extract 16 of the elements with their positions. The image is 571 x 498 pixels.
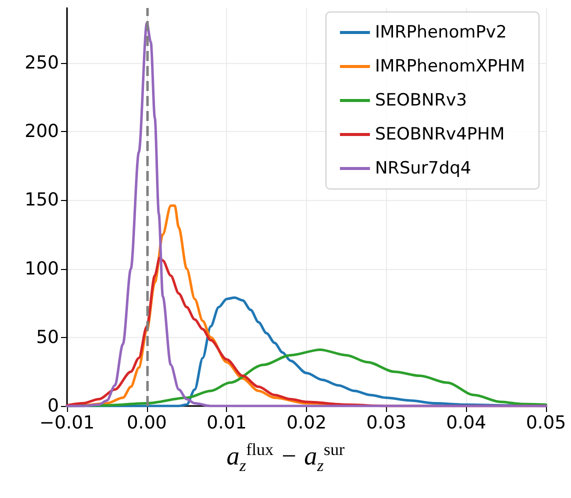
x-tick-label: 0.04 (446, 412, 486, 434)
y-tick-label: 50 (36, 326, 59, 348)
legend-label: NRSur7dq4 (374, 158, 472, 178)
legend-label: IMRPhenomPv2 (374, 22, 507, 42)
x-tick-label: 0.05 (526, 412, 566, 434)
x-tick-label: 0.00 (126, 412, 167, 434)
x-tick-label: 0.01 (206, 412, 247, 434)
y-tick-label: 150 (24, 190, 59, 211)
y-tick-label: 250 (24, 52, 59, 74)
y-tick-label: 200 (24, 121, 59, 142)
x-tick-label: 0.02 (286, 412, 327, 434)
x-tick-label: 0.03 (366, 412, 406, 434)
legend-label: SEOBNRv4PHM (374, 124, 505, 144)
y-tick-label: 100 (24, 258, 59, 280)
legend-label: SEOBNRv3 (374, 90, 467, 110)
legend-label: IMRPhenomXPHM (374, 56, 525, 76)
